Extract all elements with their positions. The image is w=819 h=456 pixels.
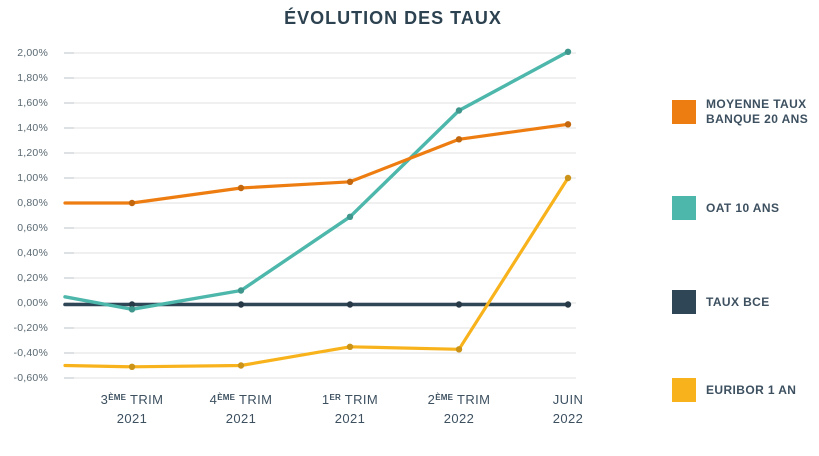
x-axis-label-superscript: ER (329, 393, 341, 402)
legend-swatch-euribor-1-an (672, 378, 696, 402)
data-point-taux-bce (346, 301, 354, 308)
legend-label: TAUX BCE (706, 294, 770, 309)
y-axis-tick-label: 0,00% (17, 297, 48, 309)
y-axis-tick-label: 0,60% (17, 222, 48, 234)
data-point-moyenne-taux-banque-20-ans (564, 121, 572, 128)
x-axis-label-num: JUIN (552, 392, 584, 407)
y-axis-tick-label: 1,00% (17, 172, 48, 184)
x-axis-label-year: 2021 (225, 411, 257, 426)
x-axis-label-num: 2 (427, 392, 436, 407)
x-axis-label: JUIN 2022 (508, 391, 628, 427)
x-axis-label-period: 4ÈME TRIM (181, 391, 301, 410)
data-point-taux-bce (455, 301, 463, 308)
legend-item-moyenne-taux-banque-20-ans: MOYENNE TAUX BANQUE 20 ANS (672, 97, 819, 127)
y-axis-tick-label: -0,60% (13, 372, 48, 384)
x-axis-label-rest: TRIM (235, 392, 273, 407)
x-axis-label-period: 2ÈME TRIM (399, 391, 519, 410)
data-point-taux-bce (128, 301, 136, 308)
y-axis-tick-label: 1,80% (17, 72, 48, 84)
legend-item-taux-bce: TAUX BCE (672, 290, 819, 314)
x-axis-label-year: 2021 (116, 411, 148, 426)
data-point-euribor-1-an (564, 174, 572, 182)
x-axis-label-year: 2022 (552, 411, 584, 426)
data-point-euribor-1-an (237, 362, 245, 369)
series-line-oat-10-ans (63, 50, 570, 311)
series-line-euribor-1-an (63, 176, 570, 369)
data-point-taux-bce (564, 301, 572, 308)
legend-label: MOYENNE TAUX BANQUE 20 ANS (706, 97, 809, 126)
x-axis-label-num: 1 (321, 392, 330, 407)
x-axis-label: 2ÈME TRIM 2022 (399, 391, 519, 427)
y-axis-tick-label: 1,20% (17, 147, 48, 159)
y-axis-tick-label: 2,00% (17, 47, 48, 59)
data-point-euribor-1-an (455, 346, 463, 353)
x-axis-label-period: 3ÈME TRIM (72, 391, 192, 410)
x-axis-label-superscript: ÈME (108, 393, 127, 402)
legend-item-euribor-1-an: EURIBOR 1 AN (672, 378, 819, 402)
data-point-moyenne-taux-banque-20-ans (128, 199, 136, 207)
y-axis-tick-label: 1,40% (17, 122, 48, 134)
legend-swatch-oat-10-ans (672, 196, 696, 220)
legend-item-oat-10-ans: OAT 10 ANS (672, 196, 819, 220)
data-point-oat-10-ans (128, 306, 136, 313)
data-point-oat-10-ans (564, 48, 572, 55)
data-point-moyenne-taux-banque-20-ans (237, 184, 245, 192)
x-axis-label-superscript: ÈME (435, 393, 454, 402)
x-axis-label-year: 2022 (443, 411, 475, 426)
data-point-oat-10-ans (237, 287, 245, 294)
y-axis-tick-label: 1,60% (17, 97, 48, 109)
chart-title: ÉVOLUTION DES TAUX (284, 8, 502, 28)
series-line-moyenne-taux-banque-20-ans (63, 122, 570, 205)
y-axis-tick-label: 0,40% (17, 247, 48, 259)
x-axis-label: 1ER TRIM 2021 (290, 391, 410, 427)
x-axis-label: 4ÈME TRIM 2021 (181, 391, 301, 427)
legend-swatch-taux-bce (672, 290, 696, 314)
y-axis-tick-label: -0,20% (13, 322, 48, 334)
legend-label: OAT 10 ANS (706, 200, 780, 215)
data-point-taux-bce (237, 301, 245, 308)
y-axis-tick-label: -0,40% (13, 347, 48, 359)
data-point-oat-10-ans (455, 107, 463, 114)
data-point-euribor-1-an (346, 343, 354, 350)
y-axis-tick-label: 0,20% (17, 272, 48, 284)
data-point-moyenne-taux-banque-20-ans (346, 178, 354, 185)
x-axis-label-num: 4 (209, 392, 218, 407)
legend-swatch-moyenne-taux-banque-20-ans (672, 100, 696, 124)
x-axis-label-num: 3 (100, 392, 109, 407)
x-axis-label-rest: TRIM (341, 392, 379, 407)
x-axis-label-period: 1ER TRIM (290, 391, 410, 410)
x-axis-label-rest: TRIM (126, 392, 164, 407)
x-axis-label-rest: TRIM (453, 392, 491, 407)
data-point-oat-10-ans (346, 213, 354, 220)
data-point-euribor-1-an (128, 363, 136, 370)
y-axis-tick-label: 0,80% (17, 197, 48, 209)
x-axis-label: 3ÈME TRIM 2021 (72, 391, 192, 427)
legend-label: EURIBOR 1 AN (706, 382, 797, 397)
x-axis-label-year: 2021 (334, 411, 366, 426)
x-axis-label-period: JUIN (508, 391, 628, 410)
data-point-moyenne-taux-banque-20-ans (455, 136, 463, 143)
x-axis-label-superscript: ÈME (217, 393, 236, 402)
